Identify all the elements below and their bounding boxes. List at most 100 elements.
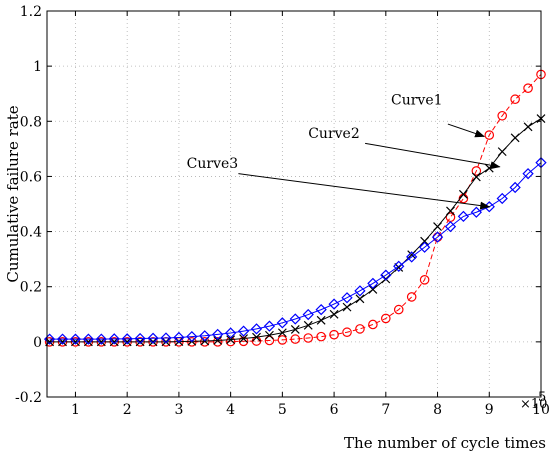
x-axis-multiplier: ×10 [520, 397, 547, 412]
data-point [250, 323, 263, 335]
series-curve1 [44, 69, 546, 347]
data-point [458, 189, 468, 199]
data-point [277, 335, 288, 345]
data-point [148, 337, 158, 347]
annotation-arrow [365, 142, 501, 170]
data-point [265, 330, 274, 340]
data-point [419, 275, 430, 285]
data-point [302, 308, 314, 321]
y-tick-label: 0.8 [20, 114, 42, 130]
data-point [471, 172, 481, 182]
annotation-layer: Curve1 Curve2 Curve3 [187, 93, 501, 210]
y-tick-label: 1 [33, 59, 42, 75]
data-point [290, 325, 300, 334]
data-point [212, 337, 223, 347]
data-point [186, 330, 198, 343]
data-point [368, 319, 378, 330]
data-point [238, 336, 249, 347]
data-point [69, 333, 82, 345]
x-tick-label: 4 [226, 402, 235, 418]
data-point [470, 206, 482, 218]
data-point [173, 331, 185, 344]
x-tick-label: 3 [174, 402, 183, 418]
annotation-curve3: Curve3 [187, 156, 491, 210]
y-tick-label: 0.4 [20, 225, 42, 241]
data-point [380, 269, 392, 281]
data-point [381, 313, 391, 324]
data-point [497, 147, 507, 157]
data-point [510, 133, 520, 143]
data-point [328, 298, 340, 310]
data-point [316, 331, 326, 342]
data-point [224, 327, 237, 339]
data-point [354, 285, 366, 297]
data-point [523, 83, 533, 93]
series-curve3 [43, 156, 547, 345]
annotation-label: Curve3 [187, 156, 239, 172]
data-point [393, 304, 404, 315]
x-axis-multiplier-exponent: 5 [538, 390, 546, 405]
data-point [381, 274, 391, 284]
data-point [523, 122, 533, 132]
data-point [199, 337, 210, 347]
data-point [393, 260, 405, 272]
x-tick-label: 10 [532, 402, 550, 418]
data-point [160, 332, 172, 344]
series-line [49, 74, 542, 343]
data-point [329, 309, 339, 319]
data-point [252, 332, 261, 342]
data-point [289, 313, 301, 325]
data-point [484, 130, 495, 140]
data-point [237, 325, 250, 337]
data-point [367, 277, 379, 290]
data-point [315, 303, 327, 316]
y-tick-label: 0.2 [20, 280, 42, 296]
data-point [290, 334, 301, 344]
data-point [406, 292, 417, 302]
data-point [433, 222, 442, 232]
data-point [407, 250, 417, 260]
x-tick-label: 2 [123, 402, 132, 418]
annotation-curve2: Curve2 [308, 126, 501, 170]
data-point [121, 333, 133, 345]
data-point [431, 231, 444, 243]
data-point [303, 320, 313, 330]
data-point [420, 236, 430, 246]
annotation-label: Curve1 [391, 93, 443, 109]
data-point [418, 241, 431, 253]
data-point [263, 320, 276, 332]
data-point [355, 294, 365, 304]
data-point [522, 168, 534, 180]
tick-layer: 1 2 3 4 5 6 7 8 9 10 -0.2 0 0.2 0.4 0.6 0.8 1 1.2 [15, 4, 550, 418]
plot-frame [46, 10, 542, 398]
x-tick-label: 7 [381, 402, 390, 418]
data-point [134, 332, 146, 345]
data-point [82, 333, 95, 345]
series-layer [43, 69, 547, 347]
data-point [161, 337, 171, 347]
data-point [226, 335, 236, 345]
x-tick-label: 6 [330, 402, 339, 418]
data-point [135, 337, 145, 347]
data-point [341, 292, 353, 304]
data-point [406, 251, 418, 263]
data-point [213, 336, 223, 345]
x-tick-label: 8 [433, 402, 442, 418]
data-point [342, 327, 352, 338]
data-point [496, 192, 508, 205]
series-line [49, 118, 542, 343]
data-point [199, 330, 211, 342]
series-curve2 [45, 114, 546, 347]
data-point [277, 328, 287, 338]
data-point [471, 166, 482, 176]
x-tick-label: 1 [71, 402, 80, 418]
data-point [95, 333, 107, 345]
data-point [444, 220, 457, 233]
annotation-curve1: Curve1 [391, 93, 486, 138]
data-point [147, 332, 159, 344]
data-point [342, 302, 352, 312]
data-point [108, 333, 120, 345]
data-point [264, 335, 275, 346]
data-point [368, 285, 378, 294]
